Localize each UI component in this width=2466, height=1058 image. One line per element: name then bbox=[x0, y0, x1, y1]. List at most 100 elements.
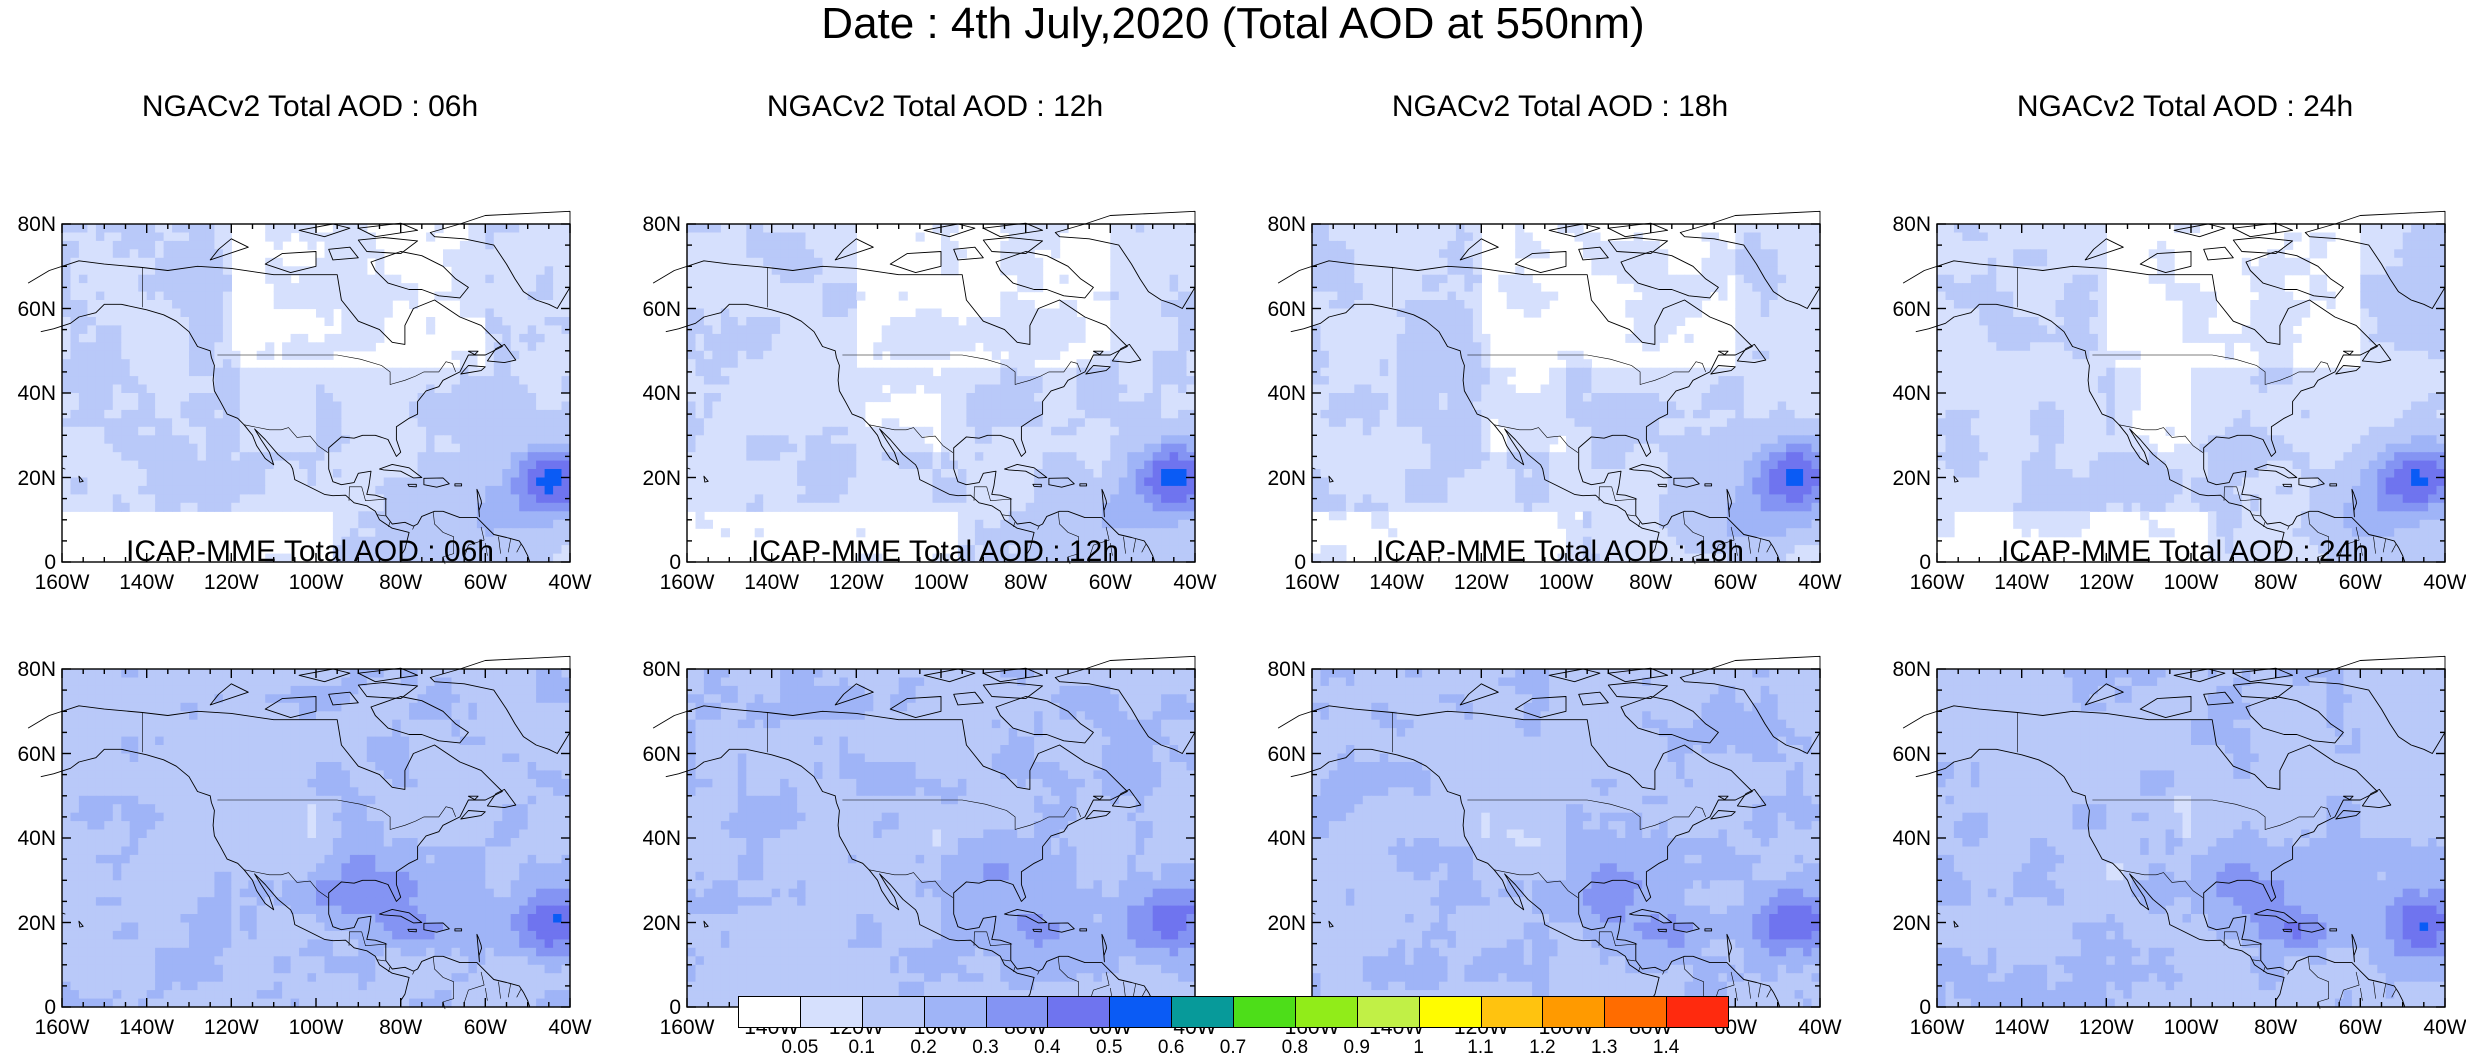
lat-tick-label: 0 bbox=[629, 997, 681, 1018]
map-frame bbox=[1312, 669, 1820, 1007]
lat-tick-label: 80N bbox=[629, 214, 681, 235]
colorbar-label: 0.7 bbox=[1203, 1038, 1263, 1057]
lat-tick-label: 40N bbox=[1254, 828, 1306, 849]
colorbar-box bbox=[1419, 996, 1482, 1028]
lat-tick-label: 80N bbox=[4, 659, 56, 680]
lat-tick-label: 40N bbox=[1879, 828, 1931, 849]
colorbar-label: 0.5 bbox=[1079, 1038, 1139, 1057]
lat-tick-label: 80N bbox=[1254, 214, 1306, 235]
lat-tick-label: 20N bbox=[4, 913, 56, 934]
colorbar-label: 0.8 bbox=[1265, 1038, 1325, 1057]
aod-map bbox=[687, 669, 1195, 1007]
colorbar-label: 0.9 bbox=[1327, 1038, 1387, 1057]
figure-title: Date : 4th July,2020 (Total AOD at 550nm… bbox=[0, 2, 2466, 46]
lat-tick-label: 80N bbox=[1254, 659, 1306, 680]
lat-tick-label: 60N bbox=[1879, 744, 1931, 765]
aod-map bbox=[1937, 224, 2445, 562]
lat-tick-label: 60N bbox=[1254, 299, 1306, 320]
colorbar-box bbox=[1542, 996, 1605, 1028]
lon-tick-label: 120W bbox=[196, 1017, 266, 1038]
colorbar-box bbox=[1171, 996, 1234, 1028]
colorbar-box bbox=[986, 996, 1049, 1028]
colorbar-box bbox=[738, 996, 801, 1028]
colorbar-box bbox=[1604, 996, 1667, 1028]
lon-tick-label: 80W bbox=[366, 1017, 436, 1038]
lat-tick-label: 20N bbox=[1254, 913, 1306, 934]
aod-map bbox=[1312, 669, 1820, 1007]
map-frame bbox=[62, 224, 570, 562]
lat-tick-label: 60N bbox=[1879, 299, 1931, 320]
lat-tick-label: 20N bbox=[629, 913, 681, 934]
colorbar-box bbox=[1233, 996, 1296, 1028]
lon-tick-label: 100W bbox=[281, 1017, 351, 1038]
colorbar-box bbox=[1109, 996, 1172, 1028]
aod-colorbar bbox=[738, 996, 1728, 1030]
lat-tick-label: 20N bbox=[1879, 913, 1931, 934]
panel-title: NGACv2 Total AOD : 18h bbox=[1250, 92, 1870, 122]
lat-tick-label: 80N bbox=[1879, 214, 1931, 235]
lon-tick-label: 160W bbox=[27, 1017, 97, 1038]
colorbar-box bbox=[924, 996, 987, 1028]
lat-tick-label: 60N bbox=[629, 299, 681, 320]
colorbar-label: 1 bbox=[1389, 1038, 1449, 1057]
lon-tick-label: 60W bbox=[2325, 1017, 2395, 1038]
lon-tick-label: 140W bbox=[1987, 1017, 2057, 1038]
colorbar-label: 0.4 bbox=[1017, 1038, 1077, 1057]
lat-tick-label: 60N bbox=[629, 744, 681, 765]
map-frame bbox=[1312, 224, 1820, 562]
colorbar-label: 0.1 bbox=[832, 1038, 892, 1057]
lon-tick-label: 40W bbox=[1785, 1017, 1855, 1038]
map-frame bbox=[687, 224, 1195, 562]
aod-map bbox=[1312, 224, 1820, 562]
lon-tick-label: 160W bbox=[652, 1017, 722, 1038]
lat-tick-label: 20N bbox=[1879, 468, 1931, 489]
colorbar-label: 1.2 bbox=[1512, 1038, 1572, 1057]
lon-tick-label: 100W bbox=[2156, 1017, 2226, 1038]
map-frame bbox=[62, 669, 570, 1007]
colorbar-box bbox=[1481, 996, 1544, 1028]
lat-tick-label: 60N bbox=[4, 299, 56, 320]
lat-tick-label: 80N bbox=[629, 659, 681, 680]
colorbar-label: 0.6 bbox=[1141, 1038, 1201, 1057]
lat-tick-label: 20N bbox=[1254, 468, 1306, 489]
lat-tick-label: 40N bbox=[4, 383, 56, 404]
panel-title: ICAP-MME Total AOD : 18h bbox=[1250, 537, 1870, 567]
lon-tick-label: 40W bbox=[2410, 1017, 2466, 1038]
colorbar-label: 0.2 bbox=[894, 1038, 954, 1057]
aod-map bbox=[62, 669, 570, 1007]
colorbar-label: 0.3 bbox=[956, 1038, 1016, 1057]
lat-tick-label: 40N bbox=[4, 828, 56, 849]
colorbar-box bbox=[862, 996, 925, 1028]
lat-tick-label: 80N bbox=[4, 214, 56, 235]
aod-map bbox=[62, 224, 570, 562]
lat-tick-label: 20N bbox=[629, 468, 681, 489]
lat-tick-label: 0 bbox=[4, 997, 56, 1018]
lat-tick-label: 20N bbox=[4, 468, 56, 489]
colorbar-label: 1.4 bbox=[1636, 1038, 1696, 1057]
colorbar-label: 0.05 bbox=[770, 1038, 830, 1057]
aod-map bbox=[1937, 669, 2445, 1007]
panel-title: ICAP-MME Total AOD : 06h bbox=[0, 537, 620, 567]
aod-map bbox=[687, 224, 1195, 562]
lat-tick-label: 40N bbox=[629, 383, 681, 404]
lat-tick-label: 80N bbox=[1879, 659, 1931, 680]
lon-tick-label: 80W bbox=[2241, 1017, 2311, 1038]
colorbar-box bbox=[1047, 996, 1110, 1028]
panel-title: NGACv2 Total AOD : 06h bbox=[0, 92, 620, 122]
lon-tick-label: 60W bbox=[450, 1017, 520, 1038]
map-frame bbox=[1937, 224, 2445, 562]
lon-tick-label: 140W bbox=[112, 1017, 182, 1038]
map-frame bbox=[1937, 669, 2445, 1007]
colorbar-label: 1.3 bbox=[1574, 1038, 1634, 1057]
panel-title: NGACv2 Total AOD : 24h bbox=[1875, 92, 2466, 122]
panel-title: ICAP-MME Total AOD : 12h bbox=[625, 537, 1245, 567]
lat-tick-label: 60N bbox=[4, 744, 56, 765]
colorbar-box bbox=[800, 996, 863, 1028]
